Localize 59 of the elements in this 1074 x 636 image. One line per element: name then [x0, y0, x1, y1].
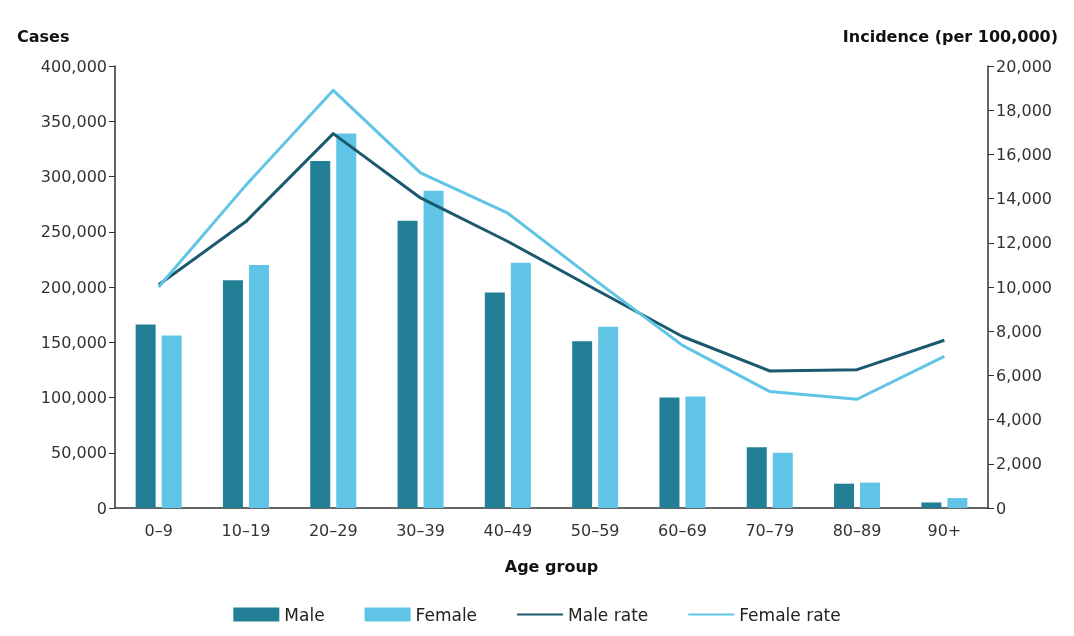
bar	[921, 502, 942, 508]
bar	[248, 264, 269, 508]
bar	[572, 341, 593, 508]
y2-tick-label: 20,000	[996, 56, 1052, 76]
bar	[860, 482, 881, 508]
x-tick-label: 70–79	[745, 520, 795, 540]
bar	[336, 133, 357, 508]
line-series	[157, 88, 946, 401]
x-axis-title: Age group	[504, 556, 599, 576]
y-tick-label: 150,000	[40, 332, 107, 352]
y2-tick-label: 8,000	[996, 321, 1042, 341]
bar	[135, 324, 156, 508]
y-tick-label: 200,000	[40, 277, 107, 297]
y-tick-label: 350,000	[40, 111, 107, 131]
y-tick-label: 100,000	[40, 388, 107, 407]
bar	[947, 498, 968, 508]
bar	[484, 292, 505, 508]
bar	[746, 447, 767, 508]
bar	[772, 452, 793, 508]
legend-label: Male rate	[568, 604, 649, 625]
bar	[423, 190, 444, 508]
y2-tick-label: 16,000	[996, 144, 1052, 164]
x-tick-label: 0–9	[144, 520, 173, 540]
x-tick-label: 40–49	[483, 520, 533, 540]
y-tick-label: 300,000	[40, 167, 107, 186]
bar	[510, 262, 531, 508]
y-tick-label: 400,000	[40, 56, 107, 76]
y-tick-label: 0	[96, 498, 107, 518]
y2-axis-title: Incidence (per 100,000)	[842, 26, 1058, 46]
bar	[161, 335, 182, 508]
y2-tick-label: 0	[996, 498, 1007, 518]
legend-label: Female	[415, 604, 478, 625]
x-tick-label: 90+	[927, 520, 962, 540]
bar	[834, 483, 855, 508]
x-tick-label: 10–19	[221, 520, 271, 540]
y2-tick-label: 6,000	[996, 365, 1042, 385]
bar	[310, 161, 331, 508]
y-axis-title: Cases	[17, 26, 70, 46]
bar	[222, 280, 243, 508]
y2-tick-label: 10,000	[996, 277, 1052, 297]
y2-tick-label: 4,000	[996, 410, 1042, 430]
y2-tick-label: 12,000	[996, 233, 1052, 253]
legend-label: Female rate	[739, 604, 841, 625]
line-series	[157, 132, 946, 373]
bar	[685, 396, 706, 508]
x-tick-label: 50–59	[570, 520, 620, 540]
y2-tick-label: 14,000	[996, 189, 1052, 209]
x-tick-label: 80–89	[832, 520, 882, 540]
bar	[659, 397, 680, 508]
y2-tick-label: 2,000	[996, 454, 1042, 474]
y-tick-label: 50,000	[51, 443, 107, 463]
y2-tick-label: 18,000	[996, 100, 1052, 120]
bar	[598, 326, 619, 508]
x-tick-label: 20–29	[308, 520, 358, 540]
x-tick-label: 30–39	[396, 520, 445, 540]
bar	[397, 220, 418, 508]
y-tick-label: 250,000	[40, 222, 107, 242]
x-tick-label: 60–69	[658, 520, 707, 540]
legend-label: Male	[284, 604, 325, 625]
